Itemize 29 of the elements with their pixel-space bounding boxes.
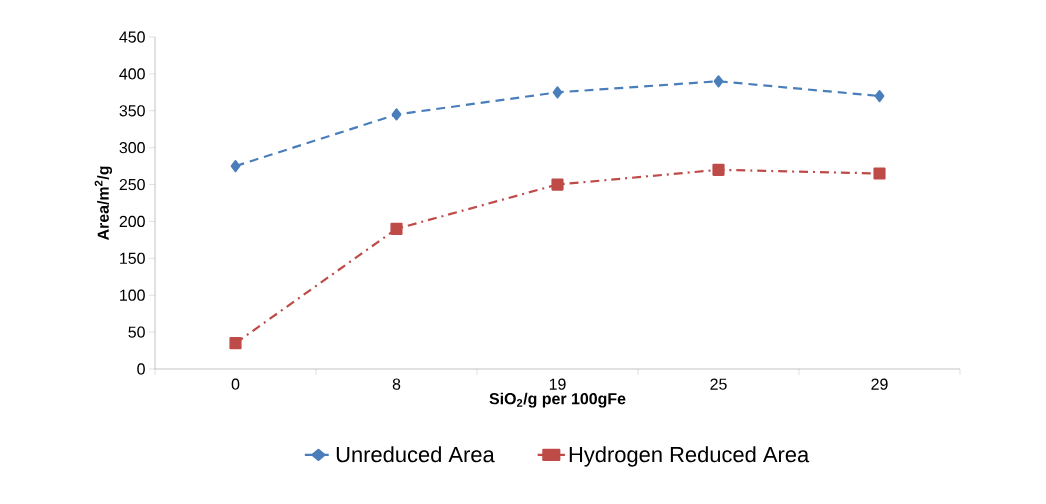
point — [552, 86, 563, 99]
x-tick-label: 0 — [231, 378, 240, 390]
y-tick-label: 200 — [119, 215, 145, 228]
x-tick-label: 19 — [549, 378, 566, 390]
y-tick-label: 450 — [119, 31, 145, 43]
point — [712, 163, 725, 176]
point — [551, 178, 564, 191]
x-tick-label: 29 — [871, 378, 888, 390]
y-tick-label: 400 — [119, 68, 145, 80]
point — [713, 75, 724, 88]
y-axis-title: Area/m$^{2}$/g — [94, 166, 113, 241]
y-tick-label: 100 — [120, 289, 145, 301]
y-tick-label: 0 — [137, 363, 145, 375]
y-tick-label: 150 — [120, 252, 145, 264]
y-tick-label: 300 — [119, 142, 145, 154]
point — [229, 337, 242, 350]
y-tick-label: 350 — [119, 105, 145, 117]
y-tick-label: 250 — [119, 178, 145, 191]
x-axis-title: SiO$_{2}$/g per 100gFe — [489, 392, 626, 408]
y-tick-label: 50 — [128, 326, 145, 338]
legend-label: Hydrogen Reduced Area — [569, 446, 810, 467]
point — [873, 167, 886, 180]
point — [874, 89, 885, 103]
x-tick-label: 25 — [710, 378, 727, 390]
point — [390, 222, 403, 235]
point — [391, 108, 402, 121]
legend-label: Unreduced Area — [336, 446, 495, 463]
point — [230, 160, 241, 173]
x-tick-label: 8 — [392, 378, 401, 390]
